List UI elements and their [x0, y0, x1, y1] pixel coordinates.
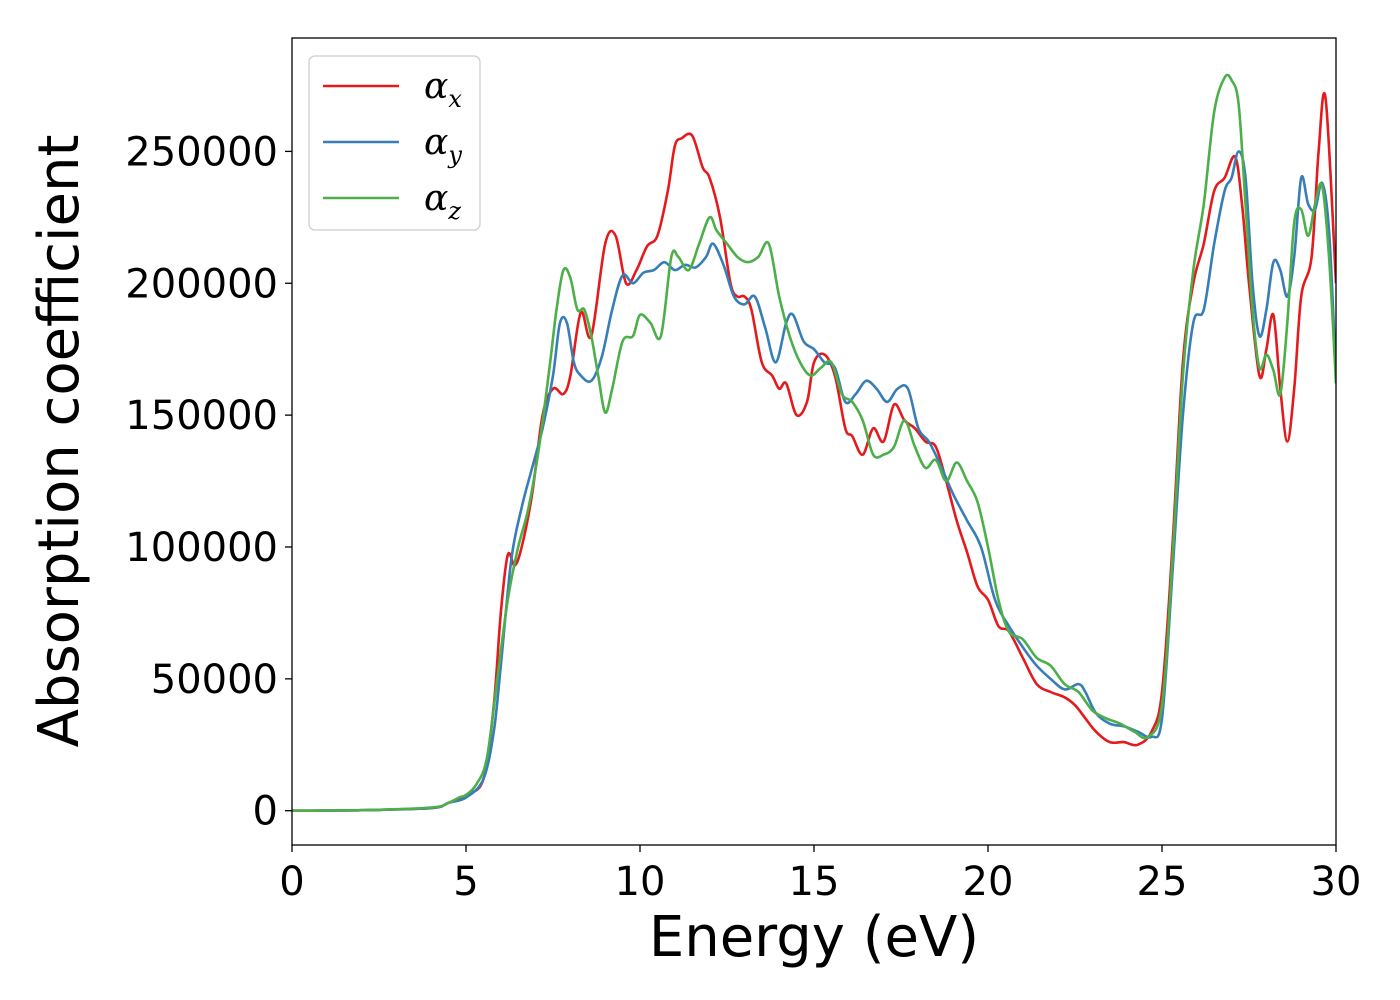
x-tick-label: 25: [1137, 859, 1188, 905]
x-tick-label: 5: [453, 859, 478, 905]
y-axis: 0 50000 100000 150000 200000 250000: [125, 129, 292, 835]
y-tick-label: 50000: [151, 657, 278, 703]
legend-label-subscript: x: [448, 85, 462, 113]
y-tick-label: 150000: [125, 393, 278, 439]
legend-label-symbol: α: [424, 66, 448, 107]
legend-label-subscript: y: [447, 141, 462, 169]
x-tick-label: 10: [615, 859, 666, 905]
y-axis-title: Absorption coefficient: [27, 135, 92, 748]
x-axis-title: Energy (eV): [649, 905, 979, 970]
series-line-alpha-z: [292, 73, 1336, 812]
y-tick-label: 0: [253, 789, 278, 835]
x-tick-label: 30: [1311, 859, 1362, 905]
series-line-alpha-y: [292, 150, 1336, 812]
legend-label-alpha-x: αx: [424, 66, 462, 113]
legend-label-alpha-y: αy: [424, 122, 462, 169]
y-tick-label: 100000: [125, 525, 278, 571]
legend-label-symbol: α: [424, 178, 448, 219]
x-tick-label: 0: [279, 859, 304, 905]
legend-label-alpha-z: αz: [424, 178, 461, 225]
y-tick-label: 250000: [125, 129, 278, 175]
legend-label-subscript: z: [447, 197, 461, 225]
x-tick-label: 20: [963, 859, 1014, 905]
x-axis: 0 5 10 15 20 25 30: [279, 845, 1361, 905]
x-tick-label: 15: [789, 859, 840, 905]
y-tick-label: 200000: [125, 261, 278, 307]
legend-label-symbol: α: [424, 122, 448, 163]
series-layer: [292, 73, 1336, 812]
